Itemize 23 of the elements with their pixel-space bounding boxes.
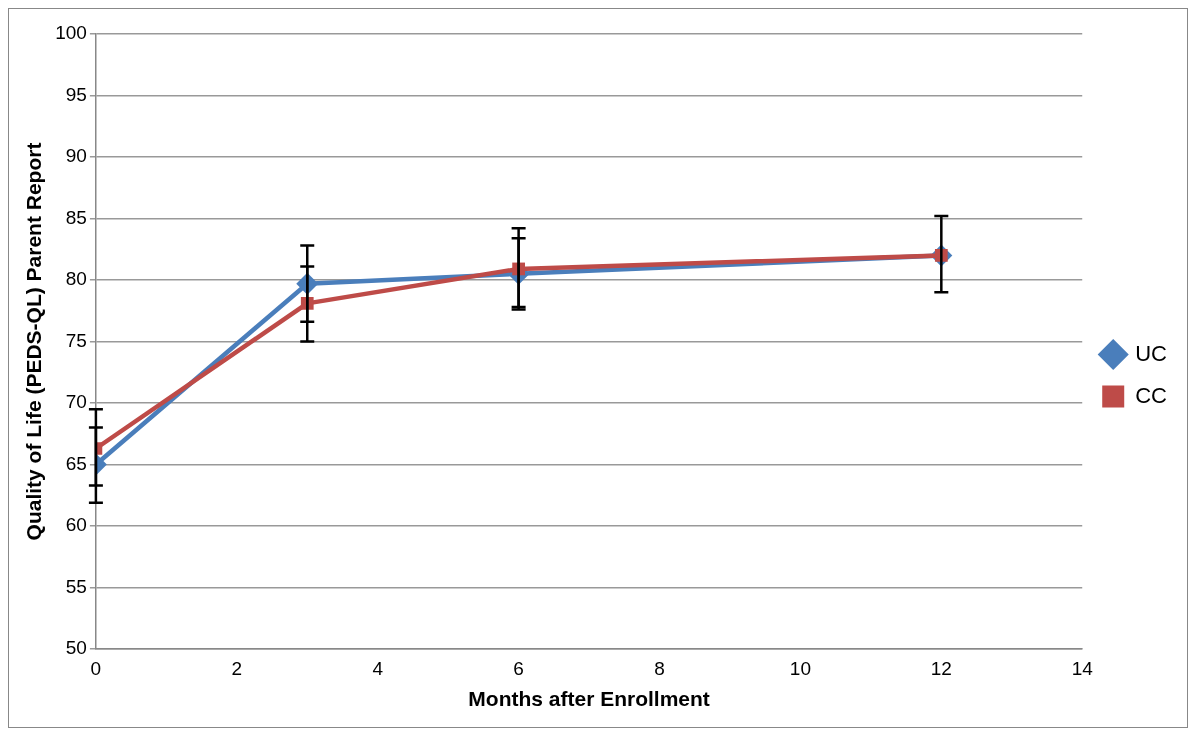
x-tick-label: 6	[513, 657, 524, 679]
y-tick-label: 65	[65, 452, 87, 474]
x-tick-label: 14	[1071, 657, 1094, 679]
x-tick-label: 12	[930, 657, 952, 679]
x-tick-label: 10	[789, 657, 811, 679]
y-tick-label: 85	[65, 206, 87, 228]
y-tick-label: 100	[55, 22, 87, 44]
y-tick-label: 55	[65, 575, 87, 597]
y-tick-label: 60	[65, 514, 87, 536]
legend-label: CC	[1135, 382, 1168, 408]
x-tick-label: 0	[90, 657, 102, 679]
x-tick-label: 8	[654, 657, 665, 679]
y-tick-label: 95	[65, 83, 87, 105]
x-axis-title: Months after Enrollment	[468, 687, 710, 711]
y-tick-label: 90	[65, 145, 87, 167]
x-tick-label: 4	[372, 657, 384, 679]
y-axis-title: Quality of Life (PEDS-QL) Parent Report	[22, 142, 46, 541]
y-tick-label: 80	[65, 268, 87, 290]
x-tick-label: 2	[231, 657, 243, 679]
y-tick-label: 50	[65, 637, 87, 659]
y-tick-label: 75	[65, 329, 87, 351]
y-tick-label: 70	[65, 391, 87, 413]
legend-label: UC	[1135, 340, 1168, 366]
